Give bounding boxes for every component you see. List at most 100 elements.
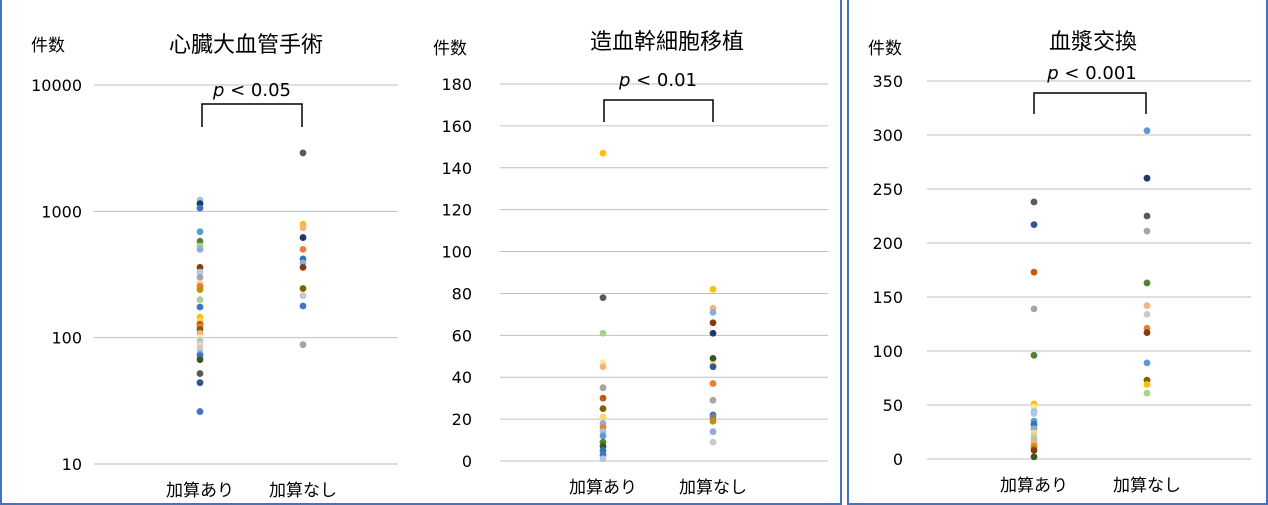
data-point [599,432,607,440]
data-point [1143,329,1151,337]
x-category-label: 加算なし [269,481,337,501]
p-value-label: p < 0.05 [212,80,291,101]
data-point [299,292,307,300]
data-point [299,224,307,232]
data-point [1030,446,1038,454]
data-point [1030,268,1038,276]
data-point [299,302,307,310]
y-tick-label: 10 [62,455,82,474]
y-tick-label: 0 [462,452,472,471]
chart-panel-plasma-exchange: 350 300 250 200 150 100 50 0 血漿交換 件数 加算あり 加算なし p < 0… [847,0,1268,505]
y-tick-label: 40 [452,368,472,387]
data-point [709,308,717,316]
x-category-label: 加算あり [166,481,234,501]
p-symbol: p [212,80,224,101]
data-point [196,345,204,352]
data-point [709,319,717,327]
data-point [1143,389,1151,397]
y-axis-label: 件数 [868,39,902,59]
data-point [196,356,204,364]
y-tick-label: 300 [872,126,903,145]
data-point [196,370,204,377]
y-tick-label: 140 [441,159,472,178]
y-tick-label: 180 [441,75,472,94]
y-tick-label: 160 [441,117,472,136]
data-point [599,294,607,302]
chart-panel-stem-cell-transplant: 180 160 140 120 100 80 60 40 20 0 造血幹細胞移植 件数加算あり 加算な… [418,0,842,505]
data-point [709,438,717,446]
y-tick-label: 120 [441,201,472,220]
data-point [1143,310,1151,318]
x-category-label: 加算なし [679,478,747,498]
data-point [709,285,717,293]
data-point [196,296,204,304]
data-point [299,245,307,253]
data-point [709,380,717,387]
y-tick-label: 200 [872,234,903,253]
y-tick-label: 100 [441,243,472,262]
p-value-label: p < 0.01 [618,70,697,91]
significance-bracket [1033,92,1147,114]
data-point [1030,453,1038,461]
significance-bracket [603,99,714,122]
data-point [709,329,717,337]
data-point [1143,212,1151,220]
y-tick-label: 80 [452,284,472,303]
data-point [599,384,607,392]
x-category-label: 加算あり [1000,476,1068,496]
data-point [299,341,307,349]
data-point [196,286,204,294]
y-tick-label: 20 [452,410,472,429]
p-threshold: < 0.05 [224,80,291,101]
data-point [1143,227,1151,235]
data-point [599,413,607,421]
y-tick-label: 10000 [31,76,82,95]
data-point [196,268,204,276]
data-point [709,363,717,371]
y-tick-label: 0 [893,450,903,469]
data-point [196,228,204,236]
data-point [299,285,307,292]
data-point [599,455,607,463]
y-tick-label: 100 [872,342,903,361]
y-tick-label: 350 [872,72,903,91]
data-point [299,149,307,157]
data-point [599,329,607,337]
data-point [599,149,607,157]
y-tick-label: 50 [883,396,903,415]
data-point [1143,279,1151,287]
p-symbol: p [1046,63,1058,84]
p-threshold: < 0.01 [630,70,697,91]
data-point [196,379,204,387]
significance-bracket [201,103,303,127]
data-point [196,237,204,245]
y-tick-label: 1000 [41,202,82,221]
data-point [196,204,204,212]
y-tick-label: 250 [872,180,903,199]
x-category-label: 加算あり [569,478,637,498]
x-category-label: 加算なし [1113,476,1181,496]
data-point [1143,127,1151,135]
data-point [599,405,607,413]
chart-panel-cardiovascular-surgery: 10000 1000 100 10 心臓大血管手術 件数 加算あり 加算なし p < 0.05 [0,0,418,505]
data-point [299,263,307,271]
data-point [599,394,607,402]
data-point [196,245,204,253]
p-value-label: p < 0.001 [1046,63,1137,84]
y-tick-label: 150 [872,288,903,307]
data-point [1030,198,1038,206]
data-point [1143,359,1151,367]
data-point [1143,381,1151,388]
data-point [196,303,204,311]
y-tick-label: 60 [452,326,472,345]
data-point [1143,174,1151,182]
data-point [1143,302,1151,310]
p-threshold: < 0.001 [1059,63,1137,84]
y-axis-label: 件数 [433,39,467,59]
data-point [1030,351,1038,359]
data-point [709,428,717,436]
data-point [299,234,307,241]
chart-title: 造血幹細胞移植 [590,30,744,55]
